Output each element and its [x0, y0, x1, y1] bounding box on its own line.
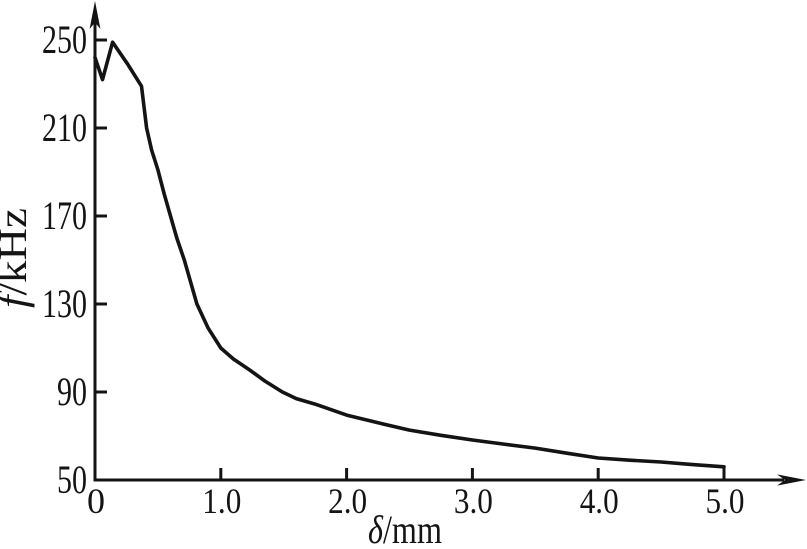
x-axis-arrow-icon	[777, 474, 806, 486]
x-axis-title: δ/mm	[368, 507, 442, 549]
y-axis-arrow-icon	[89, 1, 101, 29]
data-series-curve	[93, 40, 726, 469]
y-tick-label: 50	[57, 457, 87, 502]
x-tick-label: 0	[87, 481, 105, 521]
x-tick-label: 1.0	[202, 481, 241, 521]
x-tick-label: 2.0	[328, 481, 367, 521]
y-tick-label: 170	[42, 193, 87, 238]
y-tick-label: 210	[42, 105, 87, 150]
y-tick-label: 250	[42, 17, 87, 62]
y-tick-label: 90	[57, 369, 87, 414]
x-tick-label: 3.0	[454, 481, 493, 521]
x-tick-label: 4.0	[580, 481, 619, 521]
y-axis-title: f/kHz	[0, 208, 35, 308]
x-tick-label: 5.0	[706, 481, 745, 521]
y-tick-label: 130	[42, 281, 87, 326]
